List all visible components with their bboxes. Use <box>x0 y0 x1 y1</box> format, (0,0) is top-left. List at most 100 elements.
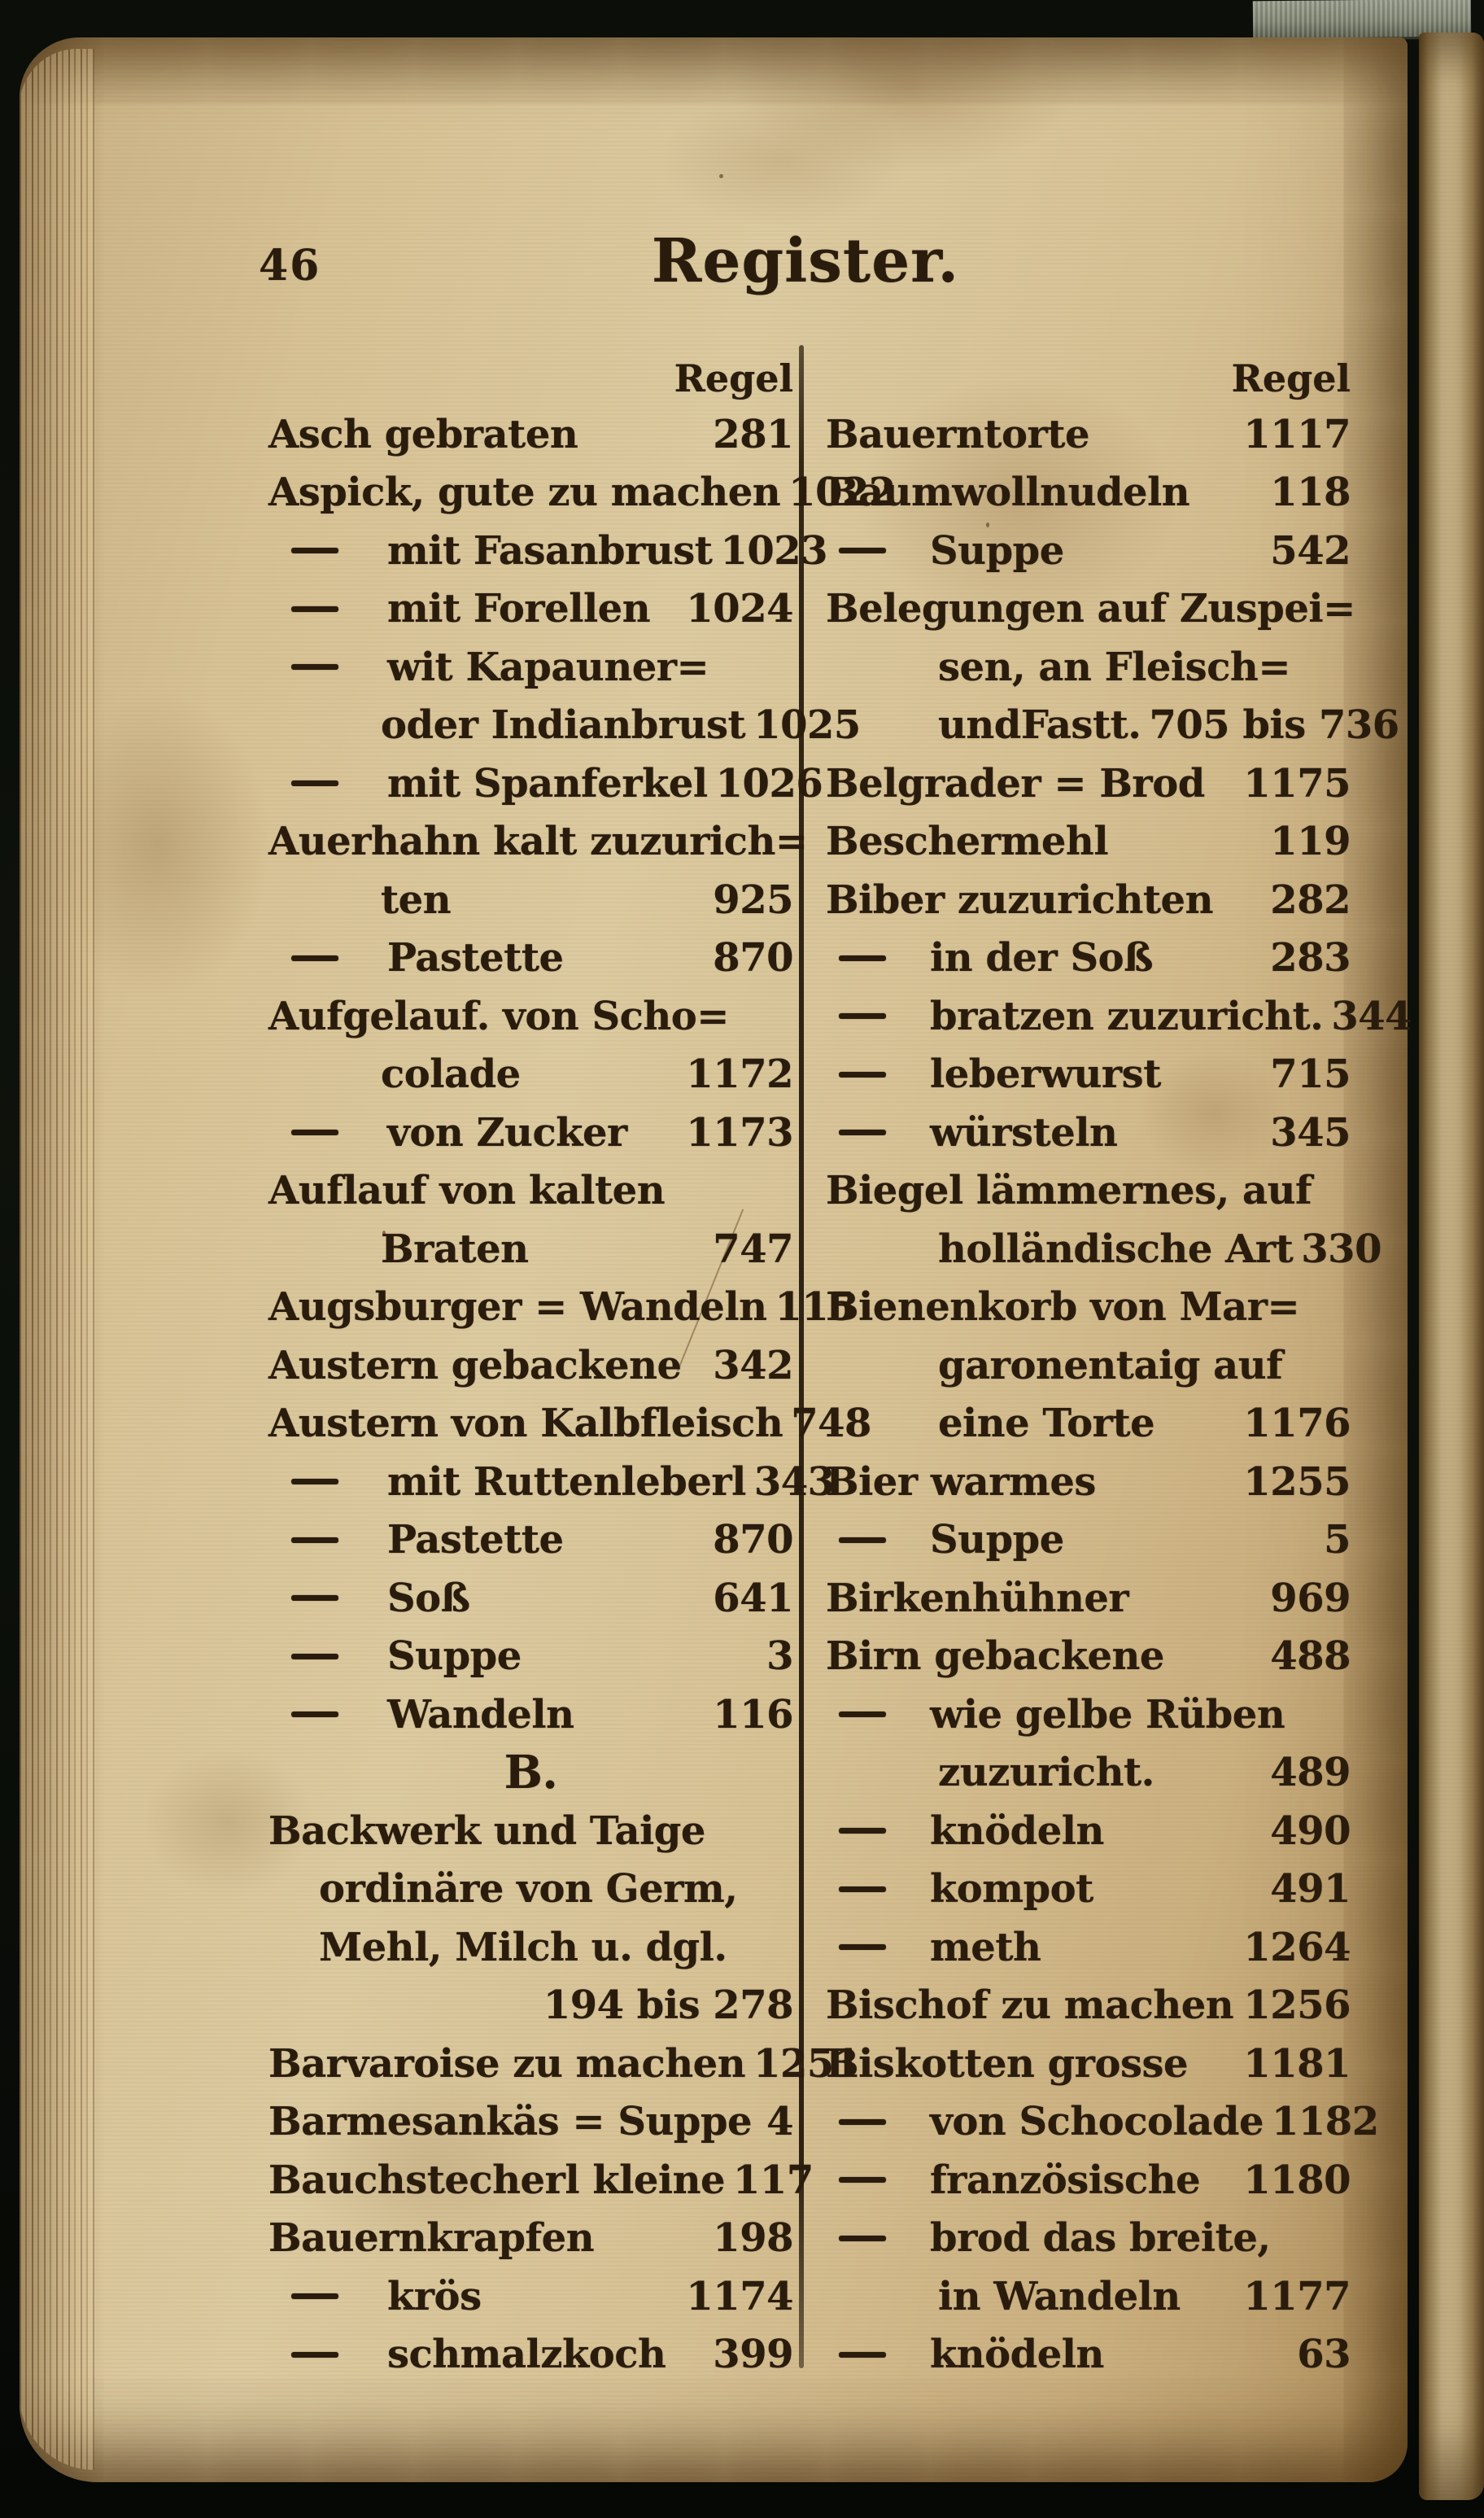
entry-text: Bier warmes <box>826 1458 1096 1505</box>
index-row: Biegel lämmernes, auf <box>826 1162 1351 1221</box>
index-row: brod das breite, <box>826 2210 1351 2268</box>
index-row: würsteln 345 <box>826 1104 1351 1162</box>
index-row: Suppe 3 <box>268 1628 793 1686</box>
dash-mark-icon <box>839 1944 886 1951</box>
index-row: französische 1180 <box>826 2151 1351 2210</box>
index-row: Pastette 870 <box>268 1511 793 1570</box>
index-row: knödeln 490 <box>826 1802 1351 1860</box>
entry-number: 5 <box>1324 1517 1351 1563</box>
entry-number: 490 <box>1270 1808 1351 1854</box>
index-row: mit Fasanbrust 1023 <box>268 522 828 580</box>
entry-text: mit Fasanbrust <box>387 527 713 574</box>
entry-text: Mehl, Milch u. dgl. <box>319 1924 727 1970</box>
entry-text: Bischof zu machen <box>826 1982 1234 2029</box>
entry-text: mit Spanferkel <box>387 760 708 807</box>
entry-text: Belgrader = Brod <box>826 760 1205 807</box>
left-page-edge-stack <box>20 49 94 2470</box>
index-row: eine Torte 1176 <box>826 1395 1351 1454</box>
entry-text: kompot <box>930 1866 1093 1913</box>
index-row: wie gelbe Rüben <box>826 1685 1351 1744</box>
entry-number: 1023 <box>720 527 828 574</box>
index-row: Wandeln 116 <box>268 1685 793 1744</box>
left-column-header: Regel <box>674 356 793 400</box>
page-title: Register. <box>651 226 960 296</box>
index-row: von Zucker 1173 <box>268 1104 793 1162</box>
index-row: Austern gebackene 342 <box>268 1336 793 1395</box>
index-row: Beschermehl 119 <box>826 813 1351 872</box>
index-row: Auflauf von kalten <box>268 1162 793 1221</box>
index-row: ten 925 <box>268 871 793 929</box>
entry-number: 282 <box>1270 876 1351 923</box>
index-row: Birn gebackene 488 <box>826 1628 1351 1686</box>
entry-number: 489 <box>1270 1750 1351 1796</box>
index-row: in Wandeln 1177 <box>826 2267 1351 2326</box>
entry-text: eine Torte <box>938 1401 1155 1447</box>
index-row: Baumwollnudeln 118 <box>826 464 1351 522</box>
dash-mark-icon <box>291 548 338 554</box>
entry-text: garonentaig auf <box>938 1342 1283 1388</box>
index-row: Belegungen auf Zuspei= <box>826 580 1355 639</box>
index-row: Barmesankäs = Suppe 4 <box>268 2093 793 2152</box>
index-row: Bienenkorb von Mar= <box>826 1279 1351 1337</box>
index-row: Soß 641 <box>268 1569 793 1628</box>
dash-mark-icon <box>839 1537 886 1543</box>
index-row: bratzen zuzuricht. 344 <box>826 987 1412 1046</box>
index-row: Pastette 870 <box>268 929 793 988</box>
entry-text: colade <box>381 1051 521 1098</box>
entry-text: holländische Art <box>938 1226 1294 1272</box>
index-row: undFastt. 705 bis 736 <box>826 697 1399 755</box>
entry-text: Biskotten grosse <box>826 2040 1189 2087</box>
entry-number: 343 <box>753 1458 835 1505</box>
index-row: zuzuricht. 489 <box>826 1744 1351 1803</box>
dash-mark-icon <box>839 2177 886 2184</box>
dash-mark-icon <box>291 2293 338 2300</box>
entry-number: 705 bis 736 <box>1149 702 1400 749</box>
index-row: Suppe 542 <box>826 522 1351 580</box>
paper-speck <box>456 962 460 969</box>
entry-number: 641 <box>713 1575 793 1621</box>
entry-number: 4 <box>766 2099 793 2145</box>
entry-number: 345 <box>1270 1109 1351 1156</box>
entry-number: 1176 <box>1243 1401 1351 1447</box>
right-column-header: Regel <box>1231 356 1351 400</box>
dash-mark-icon <box>291 1595 338 1602</box>
entry-number: 1173 <box>686 1109 793 1156</box>
index-row: knödeln 63 <box>826 2326 1351 2385</box>
entry-text: Auflauf von kalten <box>268 1168 666 1214</box>
entry-number: 194 bis 278 <box>543 1982 794 2029</box>
entry-text: Barvaroise zu machen <box>268 2040 746 2087</box>
entry-number: 1180 <box>1243 2157 1351 2203</box>
entry-number: 542 <box>1270 527 1351 574</box>
index-row: Barvaroise zu machen 1251 <box>268 2035 861 2093</box>
index-row: Biskotten grosse 1181 <box>826 2035 1351 2093</box>
index-row: B. <box>268 1744 793 1803</box>
entry-text: krös <box>387 2273 482 2319</box>
index-row: garonentaig auf <box>826 1336 1351 1395</box>
entry-number: 63 <box>1297 2332 1351 2378</box>
index-row: Mehl, Milch u. dgl. <box>268 1918 793 1977</box>
index-row: Bier warmes 1255 <box>826 1453 1351 1511</box>
entry-text: von Schocolade <box>930 2099 1264 2145</box>
index-row: mit Ruttenleberl 343 <box>268 1453 835 1511</box>
entry-number: 1174 <box>686 2273 793 2319</box>
entry-text: undFastt. <box>938 702 1141 749</box>
entry-text: B. <box>504 1746 558 1800</box>
entry-number: 1172 <box>686 1051 793 1098</box>
index-row: Biber zuzurichten 282 <box>826 871 1351 929</box>
entry-text: schmalzkoch <box>387 2332 666 2378</box>
dash-mark-icon <box>291 1130 338 1136</box>
entry-text: Pastette <box>387 1517 564 1563</box>
entry-number: 1256 <box>1243 1982 1351 2029</box>
dash-mark-icon <box>839 1013 886 1020</box>
entry-number: 969 <box>1270 1575 1351 1621</box>
index-row: kompot 491 <box>826 1860 1351 1919</box>
entry-number: 1181 <box>1243 2040 1351 2087</box>
entry-text: Aspick, gute zu machen <box>268 470 781 516</box>
entry-text: Bauerntorte <box>826 411 1089 457</box>
entry-text: Suppe <box>930 527 1064 574</box>
entry-number: 1024 <box>686 586 793 632</box>
index-row: Auerhahn kalt zuzurich= <box>268 813 808 872</box>
entry-text: Barmesankäs = Suppe <box>268 2099 753 2145</box>
entry-text: zuzuricht. <box>938 1750 1154 1796</box>
